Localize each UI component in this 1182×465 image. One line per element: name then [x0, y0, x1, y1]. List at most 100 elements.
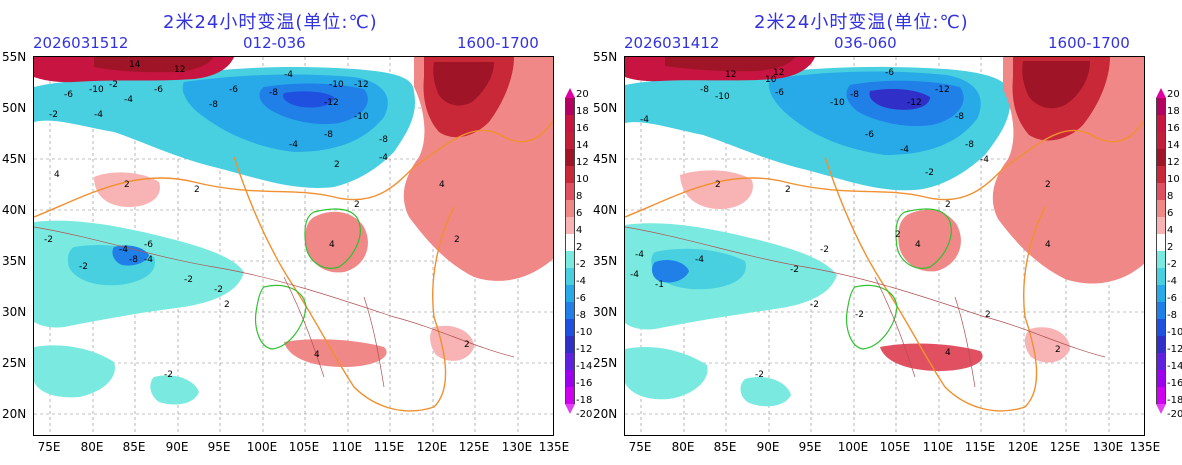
forecast-range-label: 036-060	[834, 34, 897, 52]
warm-region-west	[680, 170, 753, 209]
contour-label: -10	[89, 85, 104, 95]
contour-label: -2	[164, 370, 173, 380]
lon-label: 90E	[165, 440, 189, 454]
contour-label: -2	[855, 310, 864, 320]
cold-region-north-max	[869, 89, 930, 110]
contour-label: -2	[755, 370, 764, 380]
colorbar-segment	[1156, 387, 1166, 404]
contour-label: 2	[354, 200, 360, 210]
contour-label: -2	[790, 265, 799, 275]
colorbar-label: -6	[576, 293, 586, 304]
temperature-change-map: 14 -6 -10 -2 -6 -4 12 -4 -10 -12 -12 -8 …	[33, 56, 554, 436]
map-panel-1: 2米24小时变温(单位:℃) 2026031512 012-036 1600-1…	[2, 12, 593, 454]
colorbar-label: -10	[576, 327, 593, 338]
colorbar-top-arrow	[1156, 88, 1166, 98]
lon-label: 125E	[1049, 440, 1081, 454]
colorbar-segment	[565, 115, 575, 132]
warm-region-south	[880, 343, 983, 371]
contour-label: -2	[109, 80, 118, 90]
contour-label: 10	[765, 75, 777, 85]
lon-label: 75E	[37, 440, 61, 454]
colorbar-segment	[565, 217, 575, 234]
colorbar-segment	[1156, 268, 1166, 285]
colorbar	[1156, 88, 1166, 414]
boundary-line-orange	[625, 118, 1144, 412]
colorbar-label: -14	[1167, 361, 1182, 372]
colorbar-segment	[1156, 251, 1166, 268]
contour-label-group: 14 -6 -10 -2 -6 -4 12 -4 -10 -12 -12 -8 …	[44, 60, 470, 380]
colorbar-segment	[1156, 370, 1166, 387]
contour-label: -4	[900, 145, 909, 155]
contour-label-group: 12 -8 -10 -6 -4 12 10 -8 -12 -10 -12 -6 …	[630, 68, 1061, 380]
contour-label: -6	[154, 85, 163, 95]
colorbar-label: 4	[576, 225, 583, 236]
colorbar-label: 2	[1167, 242, 1174, 253]
colorbar-segment	[565, 370, 575, 387]
contour-label: -4	[695, 255, 704, 265]
lon-label: 80E	[80, 440, 104, 454]
lat-label: 55N	[593, 50, 618, 64]
colorbar-segment	[565, 336, 575, 353]
colorbar-label: -16	[1167, 378, 1182, 389]
colorbar-segment	[565, 268, 575, 285]
contour-label: -2	[214, 285, 223, 295]
colorbar-label: 20	[1167, 89, 1180, 100]
temperature-change-map: 12 -8 -10 -6 -4 12 10 -8 -12 -10 -12 -6 …	[624, 56, 1145, 436]
colorbar-label: -20	[1167, 409, 1182, 420]
contour-label: -2	[925, 168, 934, 178]
lon-label: 135E	[1129, 440, 1161, 454]
contour-label: -4	[124, 95, 133, 105]
lat-label: 40N	[2, 203, 27, 217]
contour-label: 2	[1055, 345, 1061, 355]
colorbar-label: 6	[576, 208, 583, 219]
contour-label: 4	[439, 180, 445, 190]
cold-region-southwest	[625, 346, 708, 400]
boundary-line-green	[845, 208, 952, 350]
lon-label: 105E	[288, 440, 320, 454]
colorbar-bottom-arrow	[1156, 404, 1166, 414]
lon-label: 130E	[1092, 440, 1124, 454]
contour-label: 2	[1045, 180, 1051, 190]
colorbar-segment	[1156, 115, 1166, 132]
lon-label: 95E	[798, 440, 822, 454]
panel-title: 2米24小时变温(单位:℃)	[163, 12, 378, 33]
colorbar-segment	[1156, 234, 1166, 251]
colorbar-top-arrow	[565, 88, 575, 98]
colorbar-label: -12	[1167, 344, 1182, 355]
colorbar-label: 12	[576, 157, 589, 168]
colorbar-label: -2	[1167, 259, 1177, 270]
contour-label: 2	[785, 185, 791, 195]
colorbar-segment	[565, 319, 575, 336]
lon-label: 90E	[756, 440, 780, 454]
contour-label: 4	[915, 240, 921, 250]
contour-label: 4	[314, 350, 320, 360]
contour-label: 12	[725, 70, 736, 80]
lat-label: 50N	[593, 101, 618, 115]
contour-label: -10	[715, 92, 730, 102]
colorbar-label: 18	[1167, 106, 1180, 117]
lon-label: 85E	[713, 440, 737, 454]
warm-region-southeast	[430, 325, 474, 361]
contour-label: -6	[229, 85, 238, 95]
colorbar-bottom-arrow	[565, 404, 575, 414]
colorbar-label: 8	[1167, 191, 1174, 202]
colorbar-label: 16	[1167, 123, 1180, 134]
contour-label: 12	[174, 65, 185, 75]
init-date-label: 2026031512	[33, 34, 129, 52]
colorbar-label: -12	[576, 344, 593, 355]
lat-label: 50N	[2, 101, 27, 115]
contour-label: -6	[144, 240, 153, 250]
contour-label: -1	[655, 280, 664, 290]
contour-label: 4	[54, 170, 60, 180]
cold-region-north-max	[283, 91, 334, 108]
colorbar-segment	[1156, 166, 1166, 183]
colorbar-label: 10	[576, 174, 589, 185]
lat-label: 35N	[2, 254, 27, 268]
colorbar-label: 2	[576, 242, 583, 253]
contour-label: -2	[79, 262, 88, 272]
lon-label: 85E	[122, 440, 146, 454]
colorbar-label: 4	[1167, 225, 1174, 236]
lon-label: 100E	[246, 440, 278, 454]
contour-label: 4	[945, 348, 951, 358]
colorbar-label: 18	[576, 106, 589, 117]
